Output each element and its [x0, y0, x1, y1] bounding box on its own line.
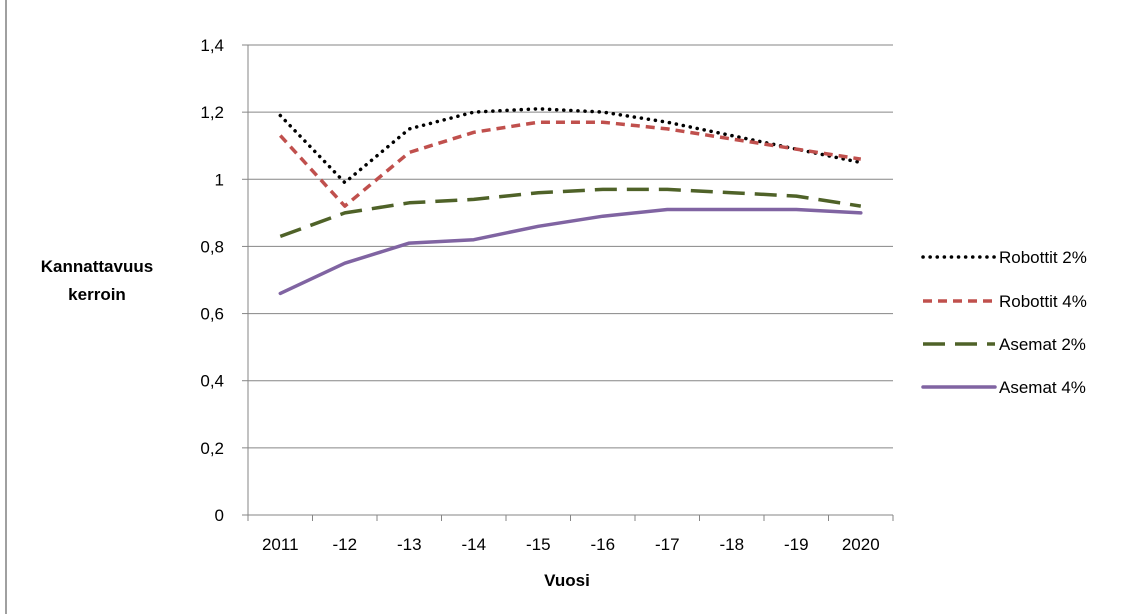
x-tick-label: 2020 — [842, 535, 880, 554]
x-tick-label: -13 — [397, 535, 422, 554]
x-tick-label: -12 — [332, 535, 357, 554]
x-tick-label: -16 — [590, 535, 615, 554]
y-tick-label: 1 — [215, 170, 224, 189]
axes — [242, 44, 894, 521]
series-line-4 — [278, 207, 863, 296]
y-tick-label: 1,2 — [200, 103, 224, 122]
legend-label-4: Asemat 4% — [999, 378, 1086, 397]
y-tick-label: 0,6 — [200, 305, 224, 324]
x-tick-label: -17 — [655, 535, 680, 554]
axis-titles: Kannattavuus kerroin Vuosi — [41, 257, 590, 590]
x-axis-title: Vuosi — [544, 571, 590, 590]
legend-label-1: Robottit 2% — [999, 248, 1087, 267]
x-tick-label: -18 — [719, 535, 744, 554]
x-tick-label: -14 — [461, 535, 486, 554]
legend: Robottit 2% Robottit 4% Asemat 2% Asemat 4% — [921, 248, 1087, 397]
left-border-line — [5, 0, 7, 614]
series-lines — [278, 107, 863, 296]
x-tick-label: 2011 — [262, 535, 299, 554]
series-line-1 — [278, 107, 863, 185]
y-tick-label: 1,4 — [200, 36, 224, 55]
legend-label-2: Robottit 4% — [999, 292, 1087, 311]
y-tick-label: 0,4 — [200, 372, 224, 391]
series-line-3 — [279, 187, 862, 239]
y-axis-title-line1: Kannattavuus — [41, 257, 153, 276]
x-tick-label: -19 — [784, 535, 809, 554]
y-tick-label: 0,2 — [200, 439, 224, 458]
gridlines — [248, 44, 893, 449]
y-tick-label: 0 — [215, 506, 224, 525]
y-tick-label: 0,8 — [200, 237, 224, 256]
x-tick-label: -15 — [526, 535, 551, 554]
legend-label-3: Asemat 2% — [999, 335, 1086, 354]
y-axis-title-line2: kerroin — [68, 285, 126, 304]
tick-labels: 0 0,2 0,4 0,6 0,8 1 1,2 1,4 2011 -12 -13 -14 -15 -16 -… — [200, 36, 879, 554]
series-line-2 — [279, 120, 862, 208]
